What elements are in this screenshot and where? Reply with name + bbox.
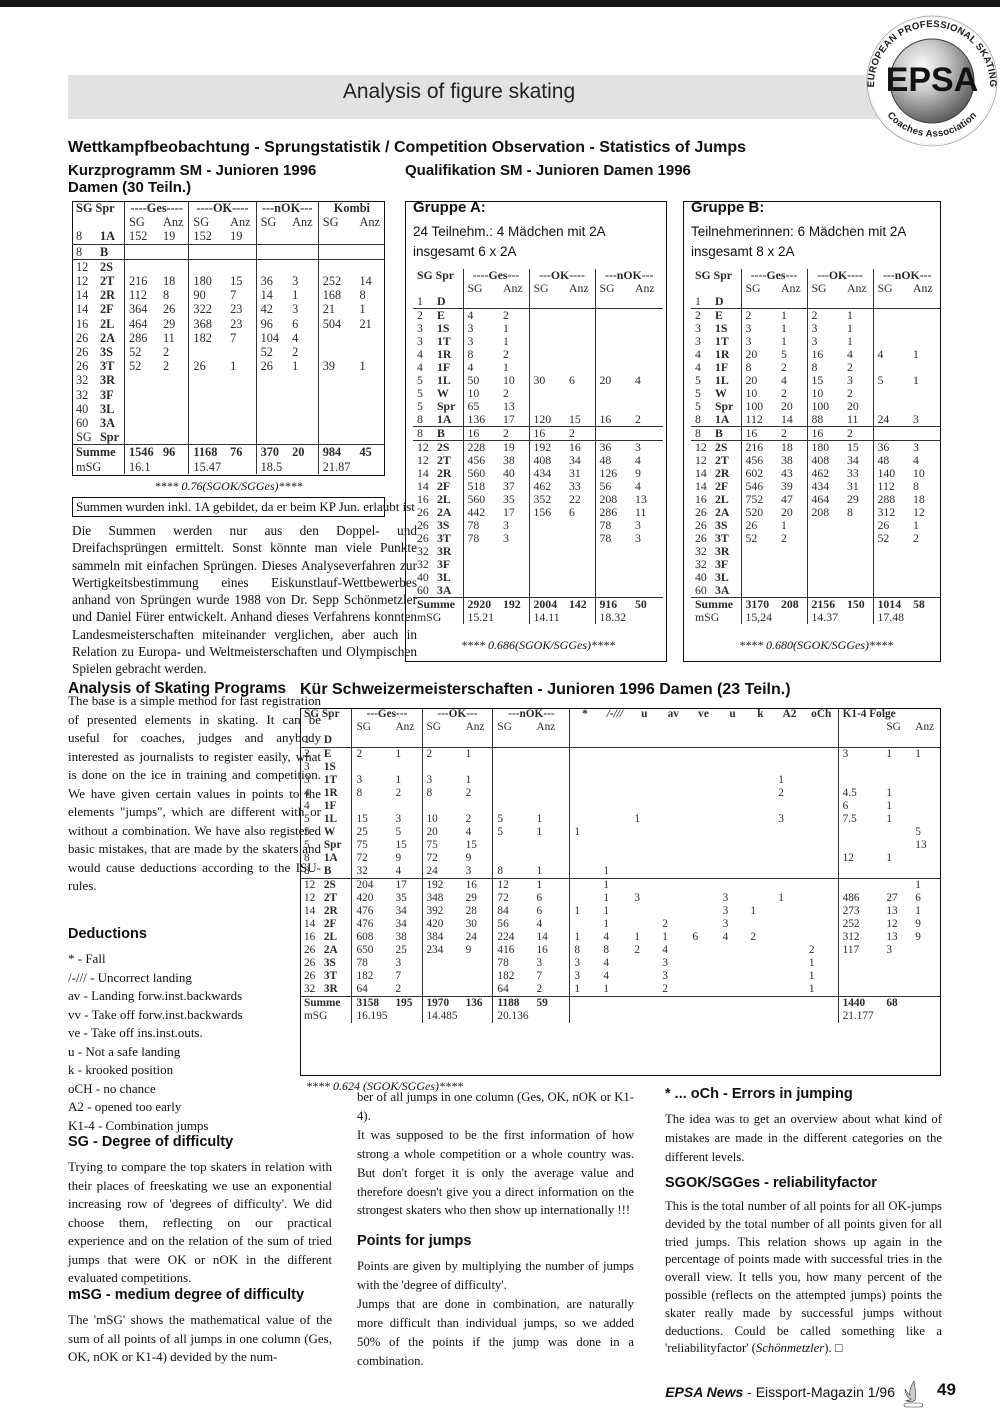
svg-text:EPSA: EPSA [886, 61, 979, 99]
